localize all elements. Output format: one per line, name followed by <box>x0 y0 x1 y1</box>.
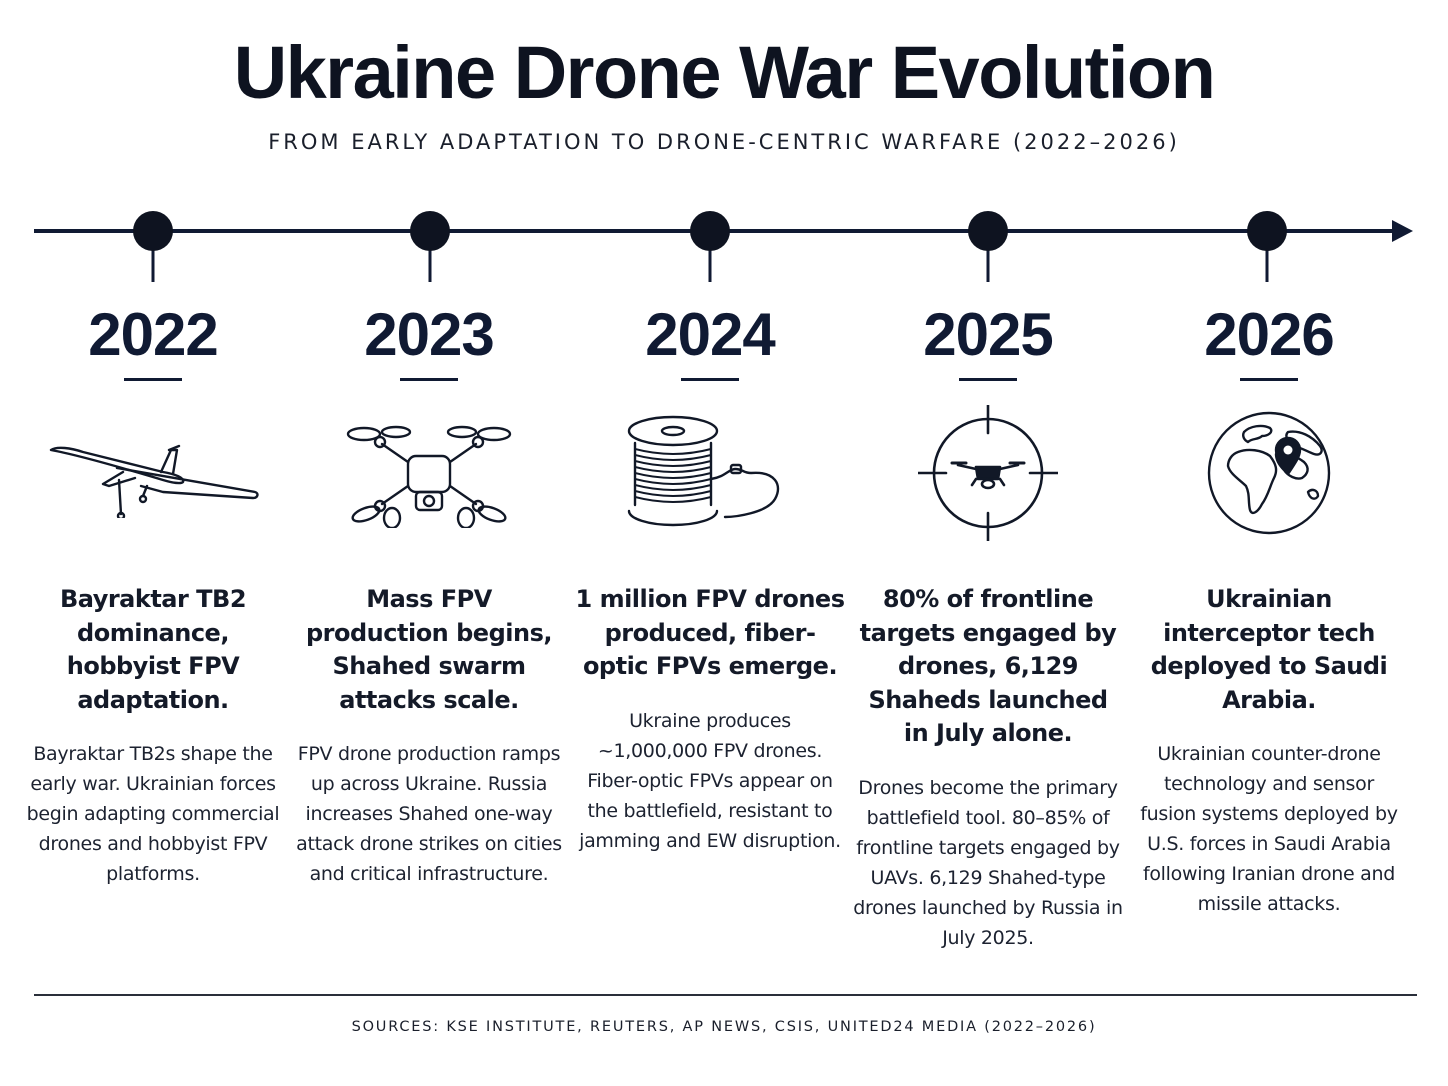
milestone-headline: Mass FPV production begins, Shahed swarm… <box>306 585 552 714</box>
timeline-column-2023: 2023 Mass FPV prod <box>294 300 564 889</box>
year-label: 2022 <box>88 301 218 368</box>
milestone-description: FPV drone production ramps up across Ukr… <box>296 743 562 885</box>
sources-citation: SOURCES: KSE INSTITUTE, REUTERS, AP NEWS… <box>351 1019 1097 1035</box>
year-label: 2025 <box>923 301 1053 368</box>
timeline-column-2026: 2026 Ukrainian interceptor tech deployed… <box>1134 300 1404 919</box>
milestone-headline: 1 million FPV drones produced, fiber-opt… <box>575 585 845 680</box>
milestone-headline: Ukrainian interceptor tech deployed to S… <box>1150 585 1388 714</box>
timeline-axis <box>34 211 1413 282</box>
timeline-column-2022: 2022 Bayraktar TB2 dominance, hobbyist F… <box>18 300 288 889</box>
timeline-marker-2025 <box>968 211 1008 282</box>
year-underline <box>1240 378 1298 381</box>
milestone-description: Drones become the primary battlefield to… <box>853 776 1123 949</box>
timeline-marker-2024 <box>690 211 730 282</box>
timeline-column-2024: 2024 <box>575 300 845 856</box>
year-underline <box>681 378 739 381</box>
timeline-marker-2026 <box>1247 211 1287 282</box>
page-subtitle: FROM EARLY ADAPTATION TO DRONE-CENTRIC W… <box>268 130 1180 154</box>
page-title: Ukraine Drone War Evolution <box>233 31 1216 114</box>
timeline-marker-2023 <box>410 211 450 282</box>
timeline-arrowhead <box>1392 220 1413 242</box>
timeline-marker-2022 <box>133 211 173 282</box>
milestone-description: Ukrainian counter-drone technology and s… <box>1140 743 1398 915</box>
timeline-column-2025: 2025 80% of frontline targets engaged by… <box>853 300 1123 953</box>
milestone-headline: 80% of frontline targets engaged by dron… <box>859 585 1117 747</box>
quadcopter-icon <box>294 403 564 543</box>
milestone-headline: Bayraktar TB2 dominance, hobbyist FPV ad… <box>59 585 247 714</box>
crosshair-drone-icon <box>853 403 1123 543</box>
fiber-optic-spool-icon <box>575 403 845 543</box>
footer-divider <box>34 994 1417 996</box>
milestone-description: Bayraktar TB2s shape the early war. Ukra… <box>26 743 280 885</box>
milestone-description: Ukraine produces ~1,000,000 FPV drones. … <box>579 709 841 852</box>
year-underline <box>400 378 458 381</box>
year-underline <box>124 378 182 381</box>
fixed-wing-drone-icon <box>18 403 288 543</box>
year-label: 2026 <box>1204 301 1334 368</box>
globe-location-icon <box>1134 403 1404 543</box>
year-label: 2024 <box>645 301 775 368</box>
year-label: 2023 <box>364 301 494 368</box>
year-underline <box>959 378 1017 381</box>
